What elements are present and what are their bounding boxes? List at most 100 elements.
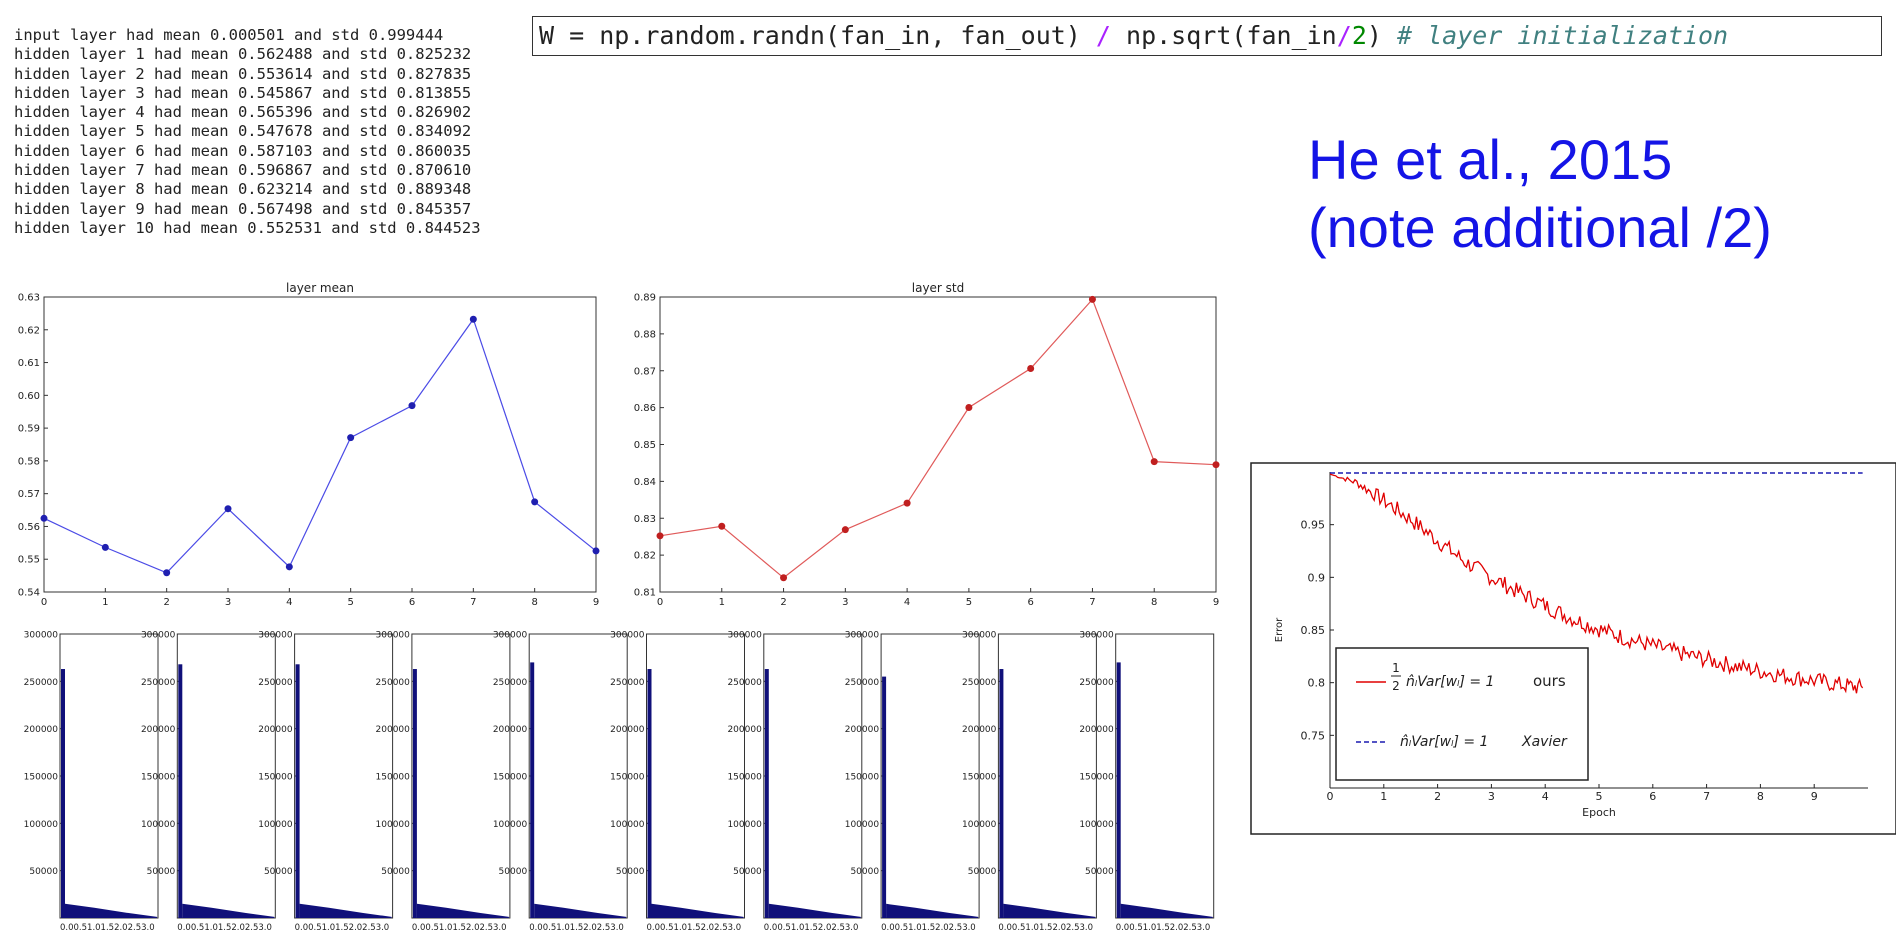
he-xtick-label: 5	[1596, 790, 1603, 803]
mean-chart-xtick-label: 1	[102, 597, 108, 608]
histogram-xtick-labels: 0.00.51.01.52.02.53.0	[647, 923, 742, 933]
mean-chart-plot-frame	[43, 296, 597, 593]
histogram-frame	[1115, 633, 1215, 919]
histogram-bar	[61, 669, 65, 918]
mean-chart-point	[285, 563, 293, 571]
mean-chart-point	[531, 498, 539, 506]
mean-chart-point	[224, 505, 232, 513]
std-chart-ytick-label: 0.84	[634, 477, 656, 488]
mean-chart-xtick-label: 7	[470, 597, 476, 608]
histogram-xtick-labels: 0.00.51.01.52.02.53.0	[998, 923, 1093, 933]
histogram-ytick-label: 50000	[499, 867, 528, 877]
histogram-ytick-label: 300000	[258, 631, 293, 641]
std-chart-ytick-label: 0.87	[634, 366, 656, 377]
std-chart-xtick-label: 0	[657, 597, 663, 608]
mean-chart-point	[101, 543, 109, 551]
histogram-ytick-label: 50000	[968, 867, 997, 877]
histogram-ytick-label: 250000	[962, 678, 997, 688]
legend-ours-label: n̂ₗVar[wₗ] = 1	[1406, 674, 1494, 690]
console-line: hidden layer 5 had mean 0.547678 and std…	[14, 122, 472, 141]
he-ylabel: Error	[1274, 617, 1285, 642]
code-operator: /	[1095, 21, 1111, 50]
mean-chart-xtick-label: 0	[41, 597, 47, 608]
histogram-ytick-label: 50000	[147, 867, 176, 877]
histogram-tail	[768, 903, 861, 918]
histogram-ytick-label: 150000	[845, 773, 880, 783]
mean-chart-xtick-label: 5	[347, 597, 353, 608]
code-part: W = np.random.randn(fan_in, fan_out)	[539, 21, 1096, 50]
he-xtick-label: 6	[1649, 790, 1656, 803]
std-chart-ytick-label: 0.82	[634, 551, 656, 562]
histogram-ytick-label: 150000	[24, 773, 59, 783]
mean-chart-xtick-label: 6	[409, 597, 415, 608]
code-part: )	[1366, 21, 1397, 50]
std-chart-point	[1150, 458, 1158, 466]
histogram-ytick-label: 50000	[733, 867, 762, 877]
he-xtick-label: 7	[1703, 790, 1710, 803]
histogram-ytick-label: 300000	[610, 631, 645, 641]
histogram-ytick-label: 250000	[727, 678, 762, 688]
std-chart-ytick-label: 0.85	[634, 440, 656, 451]
histogram-ytick-label: 150000	[493, 773, 528, 783]
histogram-ytick-label: 300000	[845, 631, 880, 641]
legend-xavier-label: n̂ₗVar[wₗ] = 1	[1400, 734, 1488, 750]
mean-chart-ytick-label: 0.62	[18, 325, 40, 336]
std-chart-point	[965, 403, 973, 411]
std-chart-plot-frame	[659, 296, 1217, 593]
std-chart-point	[780, 574, 788, 582]
mean-chart-title: layer mean	[286, 281, 354, 295]
std-chart-series-line	[659, 298, 1217, 579]
ours-series-line	[1329, 473, 1864, 694]
histogram-xtick-labels: 0.00.51.01.52.02.53.0	[295, 923, 390, 933]
histogram-tail	[886, 903, 979, 918]
legend-ours-tag: ours	[1533, 672, 1566, 690]
histogram-tail	[651, 903, 744, 918]
histogram-ytick-label: 250000	[493, 678, 528, 688]
histogram-ytick-label: 200000	[610, 725, 645, 735]
histogram-ytick-label: 100000	[727, 820, 762, 830]
console-output: input layer had mean 0.000501 and std 0.…	[14, 26, 481, 238]
histogram-ytick-label: 100000	[24, 820, 59, 830]
citation: He et al., 2015 (note additional /2)	[1308, 126, 1772, 262]
histogram-ytick-label: 300000	[962, 631, 997, 641]
he-xtick-label: 2	[1434, 790, 1441, 803]
histogram-tail	[65, 903, 157, 918]
std-chart-xtick-label: 7	[1089, 597, 1095, 608]
histogram-tail	[299, 903, 392, 918]
histogram-ytick-label: 250000	[845, 678, 880, 688]
std-chart-xtick-label: 9	[1213, 597, 1219, 608]
he-ytick-label: 0.95	[1301, 519, 1326, 532]
histogram-bar	[999, 669, 1004, 918]
histogram-ytick-label: 300000	[376, 631, 411, 641]
histogram-ytick-label: 300000	[24, 631, 59, 641]
he-ytick-label: 0.9	[1308, 571, 1326, 584]
histogram-ytick-label: 100000	[845, 820, 880, 830]
histogram-ytick-label: 150000	[141, 773, 176, 783]
histogram-ytick-label: 100000	[376, 820, 411, 830]
std-chart-xtick-label: 8	[1151, 597, 1157, 608]
mean-chart-ytick-label: 0.61	[18, 358, 40, 369]
histogram-xtick-labels: 0.00.51.01.52.02.53.0	[764, 923, 859, 933]
histogram-bar	[530, 662, 535, 918]
histogram-xtick-labels: 0.00.51.01.52.02.53.0	[881, 923, 976, 933]
std-chart-xtick-label: 5	[966, 597, 972, 608]
mean-chart-xtick-label: 4	[286, 597, 292, 608]
he-xtick-label: 8	[1757, 790, 1764, 803]
console-line: hidden layer 4 had mean 0.565396 and std…	[14, 103, 472, 122]
std-chart-ytick-label: 0.83	[634, 514, 656, 525]
histogram-ytick-label: 100000	[1079, 820, 1114, 830]
mean-chart-ytick-label: 0.57	[18, 489, 40, 500]
histogram-ytick-label: 100000	[493, 820, 528, 830]
histogram-bar	[1116, 662, 1121, 918]
histogram-tail	[1120, 903, 1213, 918]
histogram-ytick-label: 100000	[610, 820, 645, 830]
histogram-tail	[416, 903, 509, 918]
histogram-bar	[295, 664, 300, 918]
mean-chart-xtick-label: 3	[225, 597, 231, 608]
histogram-ytick-label: 100000	[141, 820, 176, 830]
mean-chart-ytick-label: 0.63	[18, 293, 40, 304]
mean-chart-point	[40, 514, 48, 522]
histogram-ytick-label: 200000	[24, 725, 59, 735]
histogram-ytick-label: 150000	[1079, 773, 1114, 783]
console-line: hidden layer 7 had mean 0.596867 and std…	[14, 161, 472, 180]
